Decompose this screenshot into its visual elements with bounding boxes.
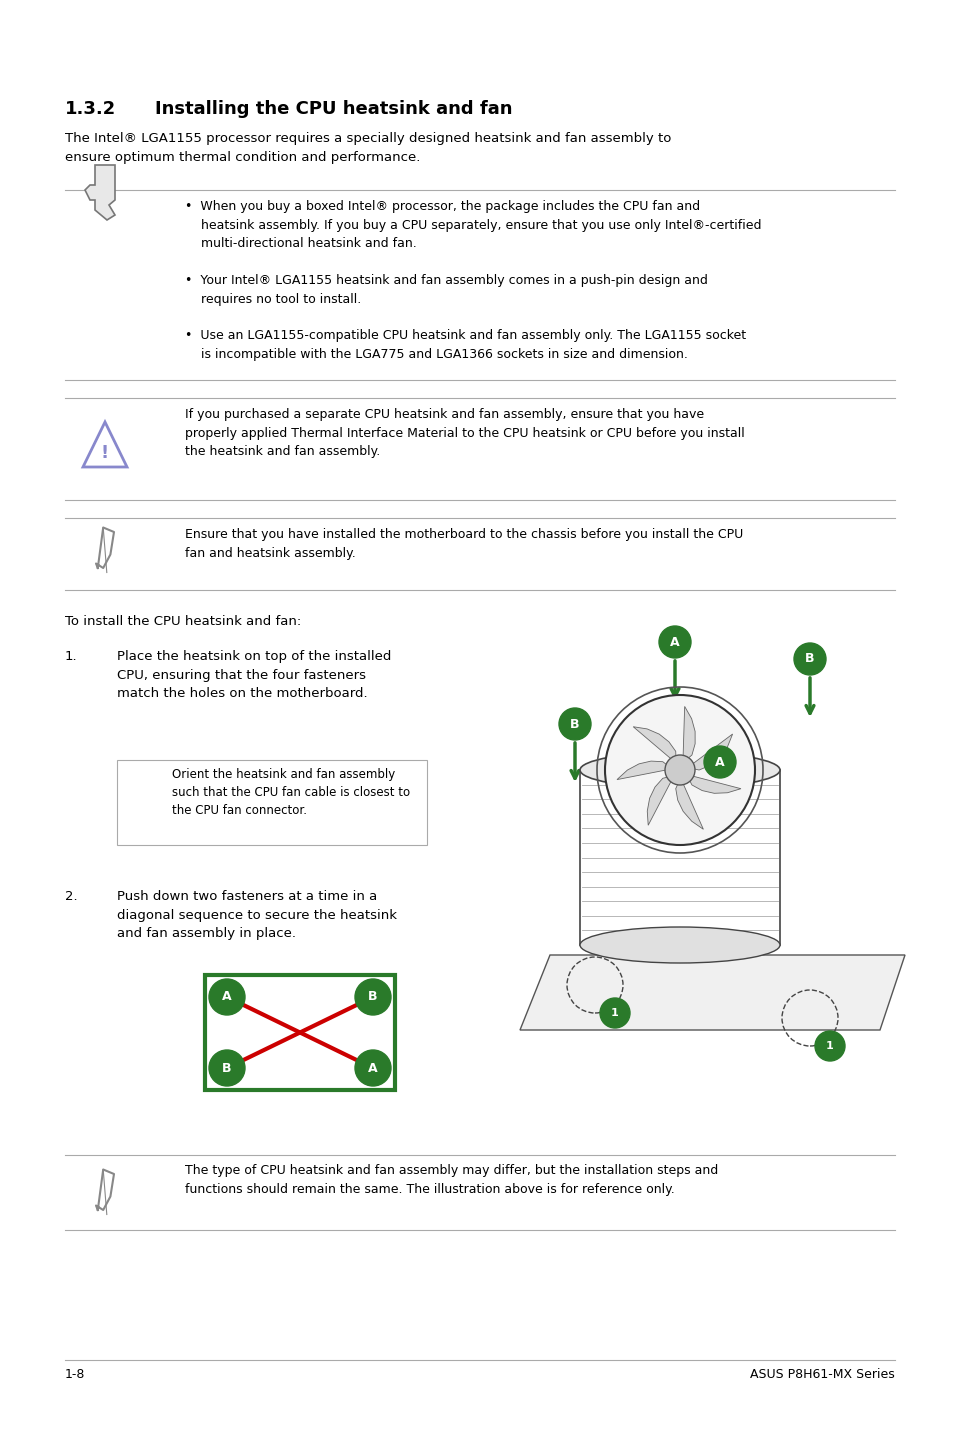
Text: 1: 1	[825, 1041, 833, 1051]
Circle shape	[793, 643, 825, 674]
Text: Ensure that you have installed the motherboard to the chassis before you install: Ensure that you have installed the mothe…	[185, 528, 742, 559]
Polygon shape	[633, 726, 676, 764]
Polygon shape	[687, 733, 732, 769]
Text: A: A	[670, 636, 679, 649]
Circle shape	[209, 1050, 245, 1086]
Polygon shape	[682, 706, 695, 762]
Polygon shape	[83, 421, 127, 467]
Text: The Intel® LGA1155 processor requires a specially designed heatsink and fan asse: The Intel® LGA1155 processor requires a …	[65, 132, 671, 164]
Ellipse shape	[579, 752, 780, 788]
Polygon shape	[85, 165, 115, 220]
Polygon shape	[617, 761, 671, 779]
Text: Orient the heatsink and fan assembly
such that the CPU fan cable is closest to
t: Orient the heatsink and fan assembly suc…	[172, 768, 410, 817]
Text: !: !	[101, 444, 109, 462]
Text: B: B	[368, 991, 377, 1004]
Circle shape	[604, 695, 754, 846]
Text: B: B	[804, 653, 814, 666]
Text: To install the CPU heatsink and fan:: To install the CPU heatsink and fan:	[65, 615, 301, 628]
FancyBboxPatch shape	[117, 761, 427, 846]
Text: 1.3.2: 1.3.2	[65, 101, 116, 118]
Text: Place the heatsink on top of the installed
CPU, ensuring that the four fasteners: Place the heatsink on top of the install…	[117, 650, 391, 700]
Text: 1: 1	[611, 1008, 618, 1018]
Circle shape	[814, 1031, 844, 1061]
Circle shape	[355, 1050, 391, 1086]
Circle shape	[664, 755, 695, 785]
Polygon shape	[675, 778, 702, 830]
Text: 1.: 1.	[65, 650, 77, 663]
Text: The type of CPU heatsink and fan assembly may differ, but the installation steps: The type of CPU heatsink and fan assembl…	[185, 1163, 718, 1195]
FancyBboxPatch shape	[205, 975, 395, 1090]
Text: Push down two fasteners at a time in a
diagonal sequence to secure the heatsink
: Push down two fasteners at a time in a d…	[117, 890, 396, 940]
Text: 2.: 2.	[65, 890, 77, 903]
Text: ASUS P8H61-MX Series: ASUS P8H61-MX Series	[749, 1368, 894, 1380]
Text: 1-8: 1-8	[65, 1368, 85, 1380]
Text: B: B	[222, 1061, 232, 1074]
Text: A: A	[368, 1061, 377, 1074]
Text: B: B	[570, 718, 579, 731]
Circle shape	[355, 979, 391, 1015]
Ellipse shape	[579, 928, 780, 963]
Circle shape	[599, 998, 629, 1028]
Text: A: A	[715, 755, 724, 768]
Text: Installing the CPU heatsink and fan: Installing the CPU heatsink and fan	[154, 101, 512, 118]
Circle shape	[703, 746, 735, 778]
Text: •  When you buy a boxed Intel® processor, the package includes the CPU fan and
 : • When you buy a boxed Intel® processor,…	[185, 200, 760, 361]
Text: If you purchased a separate CPU heatsink and fan assembly, ensure that you have
: If you purchased a separate CPU heatsink…	[185, 408, 744, 457]
Text: A: A	[222, 991, 232, 1004]
Circle shape	[659, 626, 690, 659]
Polygon shape	[519, 955, 904, 1030]
Polygon shape	[686, 775, 740, 794]
Circle shape	[209, 979, 245, 1015]
Circle shape	[558, 707, 590, 741]
Polygon shape	[646, 775, 674, 825]
